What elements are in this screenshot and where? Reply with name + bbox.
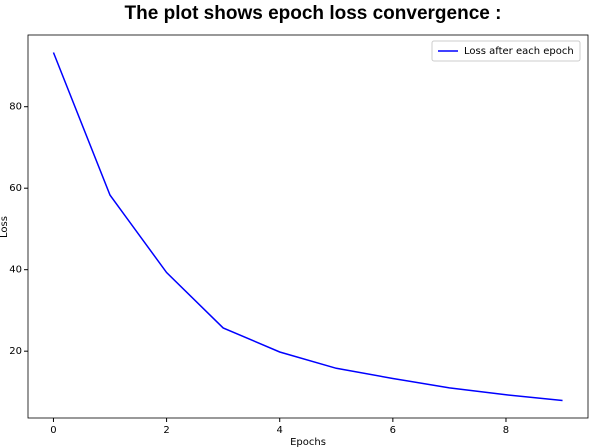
line-series [52,52,563,402]
plot-frame [27,34,589,419]
legend-label: Loss after each epoch [464,46,574,57]
y-axis-label: Loss [0,216,10,238]
x-tick-label: 4 [277,425,283,436]
x-tick-label: 2 [163,425,169,436]
x-axis-label: Epochs [290,437,326,448]
chart-title: The plot shows epoch loss convergence : [125,3,502,24]
legend-box [431,40,581,62]
y-tick-label: 60 [9,183,22,194]
y-tick-label: 40 [9,265,22,276]
y-tick-label: 80 [9,102,22,113]
x-tick-label: 8 [503,425,509,436]
x-tick-label: 0 [50,425,56,436]
y-tick-label: 20 [9,346,22,357]
x-tick-label: 6 [390,425,396,436]
